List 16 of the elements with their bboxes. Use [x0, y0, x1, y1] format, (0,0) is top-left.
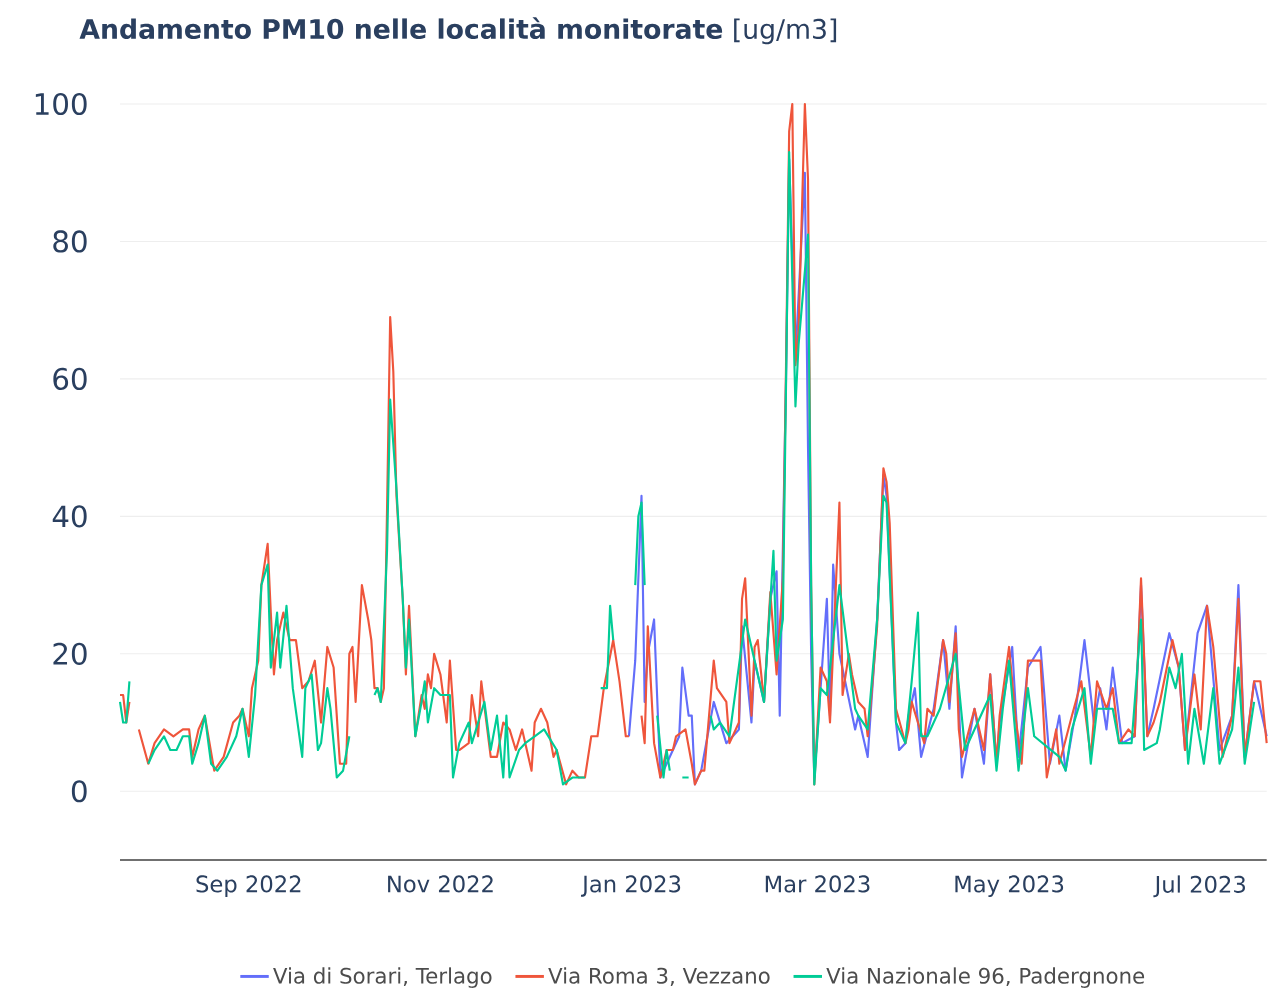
y-tick-label: 20 — [53, 642, 87, 665]
y-tick-label: 80 — [53, 230, 87, 253]
x-tick-label: May 2023 — [955, 875, 1064, 897]
x-tick-label: Sep 2022 — [196, 875, 301, 897]
x-tick-label: Mar 2023 — [765, 875, 870, 893]
x-tick-label: Nov 2022 — [388, 875, 493, 893]
y-tick-label: 40 — [52, 505, 87, 528]
legend-label: Via Nazionale 96, Padergnone — [826, 967, 1145, 988]
legend-label: Via di Sorari, Terlago — [273, 967, 492, 988]
y-tick-label: 0 — [71, 780, 87, 803]
x-tick-label: Jan 2023 — [581, 875, 681, 897]
y-tick-label: 60 — [53, 367, 87, 390]
x-tick-label: Jul 2023 — [1153, 875, 1245, 898]
chart-title: Andamento PM10 nelle località monitorate [ug/m3] — [79, 17, 837, 45]
y-tick-label: 100 — [35, 92, 87, 116]
legend-label: Via Roma 3, Vezzano — [548, 967, 770, 987]
